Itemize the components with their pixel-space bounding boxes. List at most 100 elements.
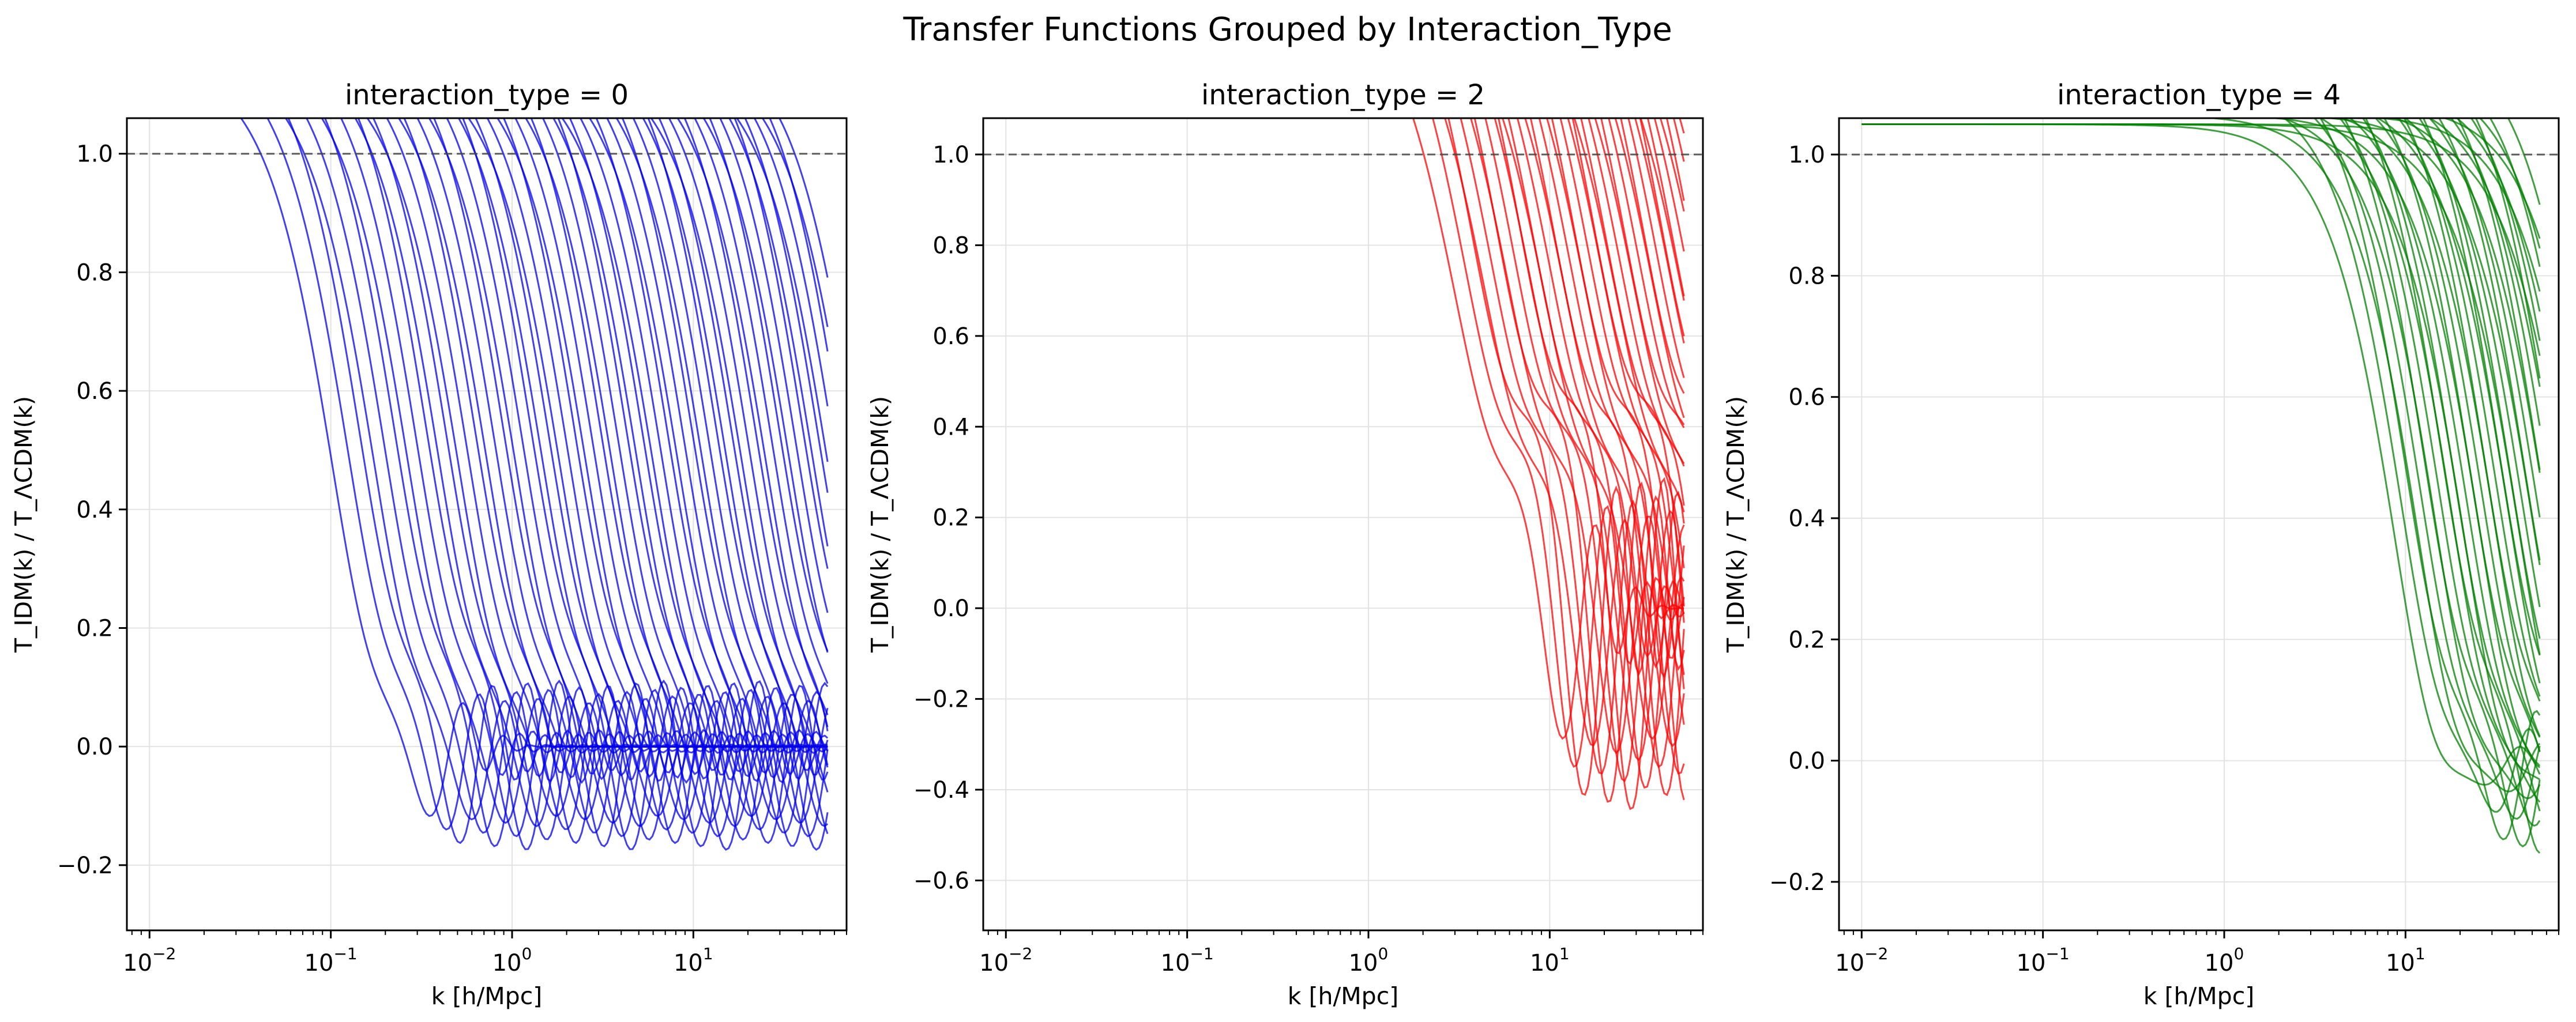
x-tick-label-3: 101 <box>2386 944 2425 976</box>
x-tick-label-0: 10−2 <box>979 944 1032 976</box>
y-tick-label-1: 0.0 <box>76 734 113 760</box>
series-line-42 <box>642 118 829 828</box>
series-line-7 <box>2338 118 2541 827</box>
panel-1: 10−2 10−1 100 101 −0.6 −0.4 −0.2 0.0 0.2 0.4 0.6 0.… <box>866 79 1704 1010</box>
x-tick-label-0: 10−2 <box>1835 944 1888 976</box>
series-line-48 <box>694 118 829 684</box>
axes-frame <box>1838 117 2560 932</box>
axes-frame <box>982 117 1704 932</box>
panels: 10−2 10−1 100 101 −0.2 0.0 0.2 0.4 0.6 0.8 1.0 inte… <box>10 79 2560 1010</box>
series-line-7 <box>1484 118 1685 783</box>
series-line-32 <box>569 118 829 841</box>
series-line-8 <box>2364 118 2541 854</box>
series-line-21 <box>475 118 828 841</box>
y-tick-label-3: 0.4 <box>1788 506 1825 532</box>
series-line-38 <box>621 118 829 847</box>
x-tick-label-2: 100 <box>492 944 532 976</box>
series-line-12 <box>2349 118 2541 775</box>
series-line-33 <box>1862 123 2541 356</box>
y-axis-label: T_IDM(k) / T_ΛCDM(k) <box>10 396 37 653</box>
axes-frame <box>126 117 848 932</box>
x-tick-label-1: 10−1 <box>2017 944 2070 976</box>
series-line-49 <box>709 118 829 652</box>
series-line-17 <box>2339 118 2541 737</box>
series-group <box>240 118 829 851</box>
series-line-24 <box>502 118 828 844</box>
y-tick-label-5: 0.8 <box>76 259 113 286</box>
series-line-6 <box>2280 118 2541 800</box>
panel-title: interaction_type = 2 <box>1201 79 1485 111</box>
series-line-37 <box>606 118 829 834</box>
series-line-39 <box>615 118 829 824</box>
series-line-18 <box>2397 118 2541 697</box>
series-line-33 <box>561 118 829 817</box>
series-line-36 <box>2370 118 2541 292</box>
series-line-21 <box>2418 118 2541 639</box>
series-line-30 <box>557 118 828 851</box>
y-axis-label: T_IDM(k) / T_ΛCDM(k) <box>1722 396 1750 653</box>
x-tick-label-1: 10−1 <box>1161 944 1214 976</box>
series-line-3 <box>1444 118 1685 746</box>
series-line-28 <box>2392 118 2541 473</box>
series-line-15 <box>2374 118 2541 738</box>
y-tick-label-3: 0.0 <box>932 595 969 622</box>
series-line-20 <box>2376 118 2541 684</box>
x-axis-label: k [h/Mpc] <box>2143 982 2255 1010</box>
series-line-5 <box>1473 118 1685 803</box>
series-line-17 <box>1545 118 1685 725</box>
series-group <box>1862 118 2541 854</box>
series-line-16 <box>1551 118 1685 801</box>
series-line-1 <box>1432 118 1684 768</box>
series-line-4 <box>2313 118 2541 820</box>
x-axis-label: k [h/Mpc] <box>431 982 543 1010</box>
series-line-29 <box>541 118 828 838</box>
series-line-23 <box>486 118 828 831</box>
series-line-13 <box>2383 118 2541 753</box>
panel-title: interaction_type = 4 <box>2057 79 2341 111</box>
series-line-27 <box>530 118 828 847</box>
series-line-9 <box>2319 118 2541 803</box>
series-line-9 <box>1494 118 1685 761</box>
series-line-10 <box>1507 118 1685 789</box>
series-line-36 <box>588 118 829 821</box>
y-tick-label-0: −0.2 <box>57 853 113 879</box>
series-line-4 <box>1460 118 1685 775</box>
series-line-2 <box>1447 118 1684 796</box>
panel-2: 10−2 10−1 100 101 −0.2 0.0 0.2 0.4 0.6 0.8 1.0 inte… <box>1722 79 2560 1010</box>
series-line-25 <box>497 118 828 821</box>
y-tick-label-2: 0.2 <box>76 615 113 642</box>
x-tick-label-3: 101 <box>1530 944 1570 976</box>
x-tick-label-3: 101 <box>674 944 713 976</box>
series-line-40 <box>632 118 829 838</box>
y-tick-label-1: −0.4 <box>913 777 969 804</box>
series-line-1 <box>2283 118 2541 813</box>
panel-0: 10−2 10−1 100 101 −0.2 0.0 0.2 0.4 0.6 0.8 1.0 inte… <box>10 79 848 1010</box>
series-line-8 <box>1498 118 1685 810</box>
y-tick-label-3: 0.4 <box>76 497 113 523</box>
y-tick-label-5: 0.4 <box>932 414 969 440</box>
y-axis-label: T_IDM(k) / T_ΛCDM(k) <box>866 396 894 653</box>
y-tick-label-4: 0.6 <box>76 378 113 405</box>
series-line-31 <box>552 118 829 828</box>
x-tick-label-2: 100 <box>2205 944 2244 976</box>
y-tick-label-6: 1.0 <box>1788 142 1825 168</box>
y-tick-label-6: 1.0 <box>76 141 113 168</box>
series-line-45 <box>668 118 829 765</box>
x-tick-label-0: 10−2 <box>123 944 176 976</box>
figure-title: Transfer Functions Grouped by Interactio… <box>902 11 1672 48</box>
series-line-46 <box>683 118 829 727</box>
y-tick-label-2: 0.2 <box>1788 627 1825 653</box>
series-line-20 <box>1567 118 1685 568</box>
series-line-25 <box>2319 118 2541 565</box>
y-tick-label-8: 1.0 <box>932 142 969 168</box>
x-tick-label-2: 100 <box>1349 944 1389 976</box>
series-line-34 <box>579 118 829 831</box>
series-line-15 <box>1538 118 1685 775</box>
series-line-16 <box>2403 118 2541 702</box>
series-line-14 <box>2265 118 2541 767</box>
y-tick-label-2: −0.2 <box>913 687 969 713</box>
y-tick-label-0: −0.2 <box>1769 869 1825 896</box>
y-tick-label-4: 0.2 <box>932 505 969 531</box>
